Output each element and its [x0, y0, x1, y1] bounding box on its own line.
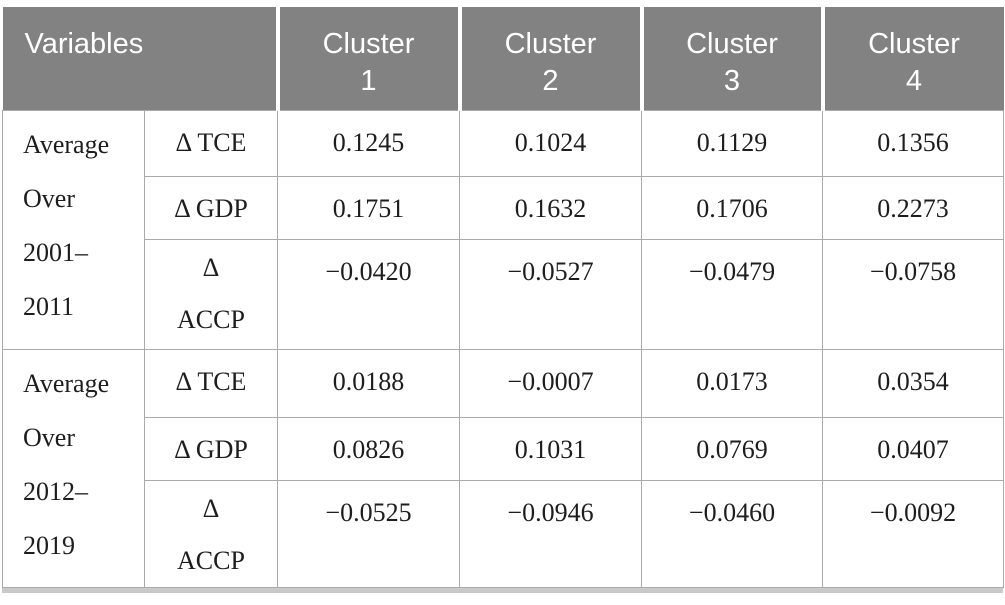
label-line: 2001– [23, 237, 88, 267]
table-row: Average Over 2012– 2019 Δ TCE 0.0188 −0.… [2, 348, 1004, 588]
header-line: 2 [542, 65, 559, 97]
table-row: Δ GDP 0.0826 0.1031 0.0769 0.0407 [3, 416, 1004, 481]
variable-cell: Δ ACCP [144, 238, 278, 350]
header-variables-label: Variables [24, 28, 144, 60]
table-row: Δ GDP 0.1751 0.1632 0.1706 0.2273 [3, 175, 1004, 240]
value-cell: −0.0758 [822, 238, 1004, 350]
header-line: Cluster [504, 28, 597, 60]
header-line: 4 [905, 65, 923, 97]
variable-label: Δ GDP [174, 434, 248, 464]
variable-label-line: Δ [202, 252, 220, 282]
value-cell: −0.0527 [459, 238, 642, 350]
group-label-cell-2012-2019: Average Over 2012– 2019 [2, 348, 145, 588]
value-cell: −0.0460 [641, 479, 823, 588]
value-cell: 0.2273 [822, 175, 1004, 240]
value-cell: 0.1632 [459, 175, 642, 240]
value-cell: 0.0769 [641, 416, 823, 481]
header-line: Cluster [686, 28, 778, 60]
header-row: Variables Cluster 1 Cluster 2 Cluster 3 [2, 7, 1004, 110]
table-row: Δ ACCP −0.0420 −0.0527 −0.0479 −0.0758 [3, 238, 1004, 350]
value-cell: 0.0188 [277, 348, 460, 418]
variable-cell: Δ TCE [144, 109, 278, 177]
table-row: Δ ACCP −0.0525 −0.0946 −0.0460 −0.0092 [3, 479, 1004, 588]
header-line: 1 [360, 65, 377, 97]
variable-label-line: Δ [202, 493, 220, 523]
table-row: Average Over 2001– 2011 Δ TCE 0.1245 0.1… [2, 109, 1004, 350]
value-cell: 0.1031 [459, 416, 642, 481]
variable-label-line: ACCP [177, 304, 245, 334]
value-cell: 0.0354 [822, 348, 1004, 418]
value-cell: 0.1356 [822, 109, 1004, 177]
variable-cell: Δ GDP [144, 175, 278, 240]
header-line: Cluster [322, 28, 415, 60]
value-cell: 0.1706 [641, 175, 823, 240]
label-line: 2012– [23, 476, 88, 506]
header-cluster-1: Cluster 1 [275, 7, 460, 110]
cluster-averages-table: Variables Cluster 1 Cluster 2 Cluster 3 [2, 7, 1004, 593]
value-cell: −0.0007 [459, 348, 642, 418]
value-cell: 0.1751 [277, 175, 460, 240]
label-line: Average [23, 129, 110, 159]
value-cell: −0.0092 [822, 479, 1004, 588]
variable-cell: Δ GDP [144, 416, 278, 481]
label-line: 2011 [23, 291, 75, 321]
header-cluster-2: Cluster 2 [457, 7, 642, 110]
variable-label: Δ GDP [174, 193, 248, 223]
value-cell: −0.0525 [277, 479, 460, 588]
header-variables: Variables [2, 7, 278, 110]
table-bottom-rule [2, 587, 1003, 593]
value-cell: −0.0479 [641, 238, 823, 350]
data-table: Variables Cluster 1 Cluster 2 Cluster 3 [2, 7, 1004, 588]
header-cluster-3: Cluster 3 [639, 7, 823, 110]
header-line: Cluster [868, 28, 960, 60]
header-line: 3 [723, 65, 741, 97]
value-cell: 0.1245 [277, 109, 460, 177]
variable-label-line: ACCP [177, 545, 245, 575]
label-line: 2019 [23, 530, 75, 560]
variable-cell: Δ ACCP [144, 479, 278, 588]
variable-cell: Δ TCE [144, 348, 278, 418]
value-cell: −0.0946 [459, 479, 642, 588]
value-cell: 0.0826 [277, 416, 460, 481]
label-line: Average [23, 368, 110, 398]
value-cell: 0.1129 [641, 109, 823, 177]
value-cell: 0.0407 [822, 416, 1004, 481]
header-cluster-4: Cluster 4 [820, 7, 1004, 110]
variable-label: Δ TCE [175, 366, 247, 396]
label-line: Over [23, 422, 75, 452]
label-line: Over [23, 183, 75, 213]
value-cell: −0.0420 [277, 238, 460, 350]
group-label-cell-2001-2011: Average Over 2001– 2011 [2, 109, 145, 350]
value-cell: 0.0173 [641, 348, 823, 418]
value-cell: 0.1024 [459, 109, 642, 177]
variable-label: Δ TCE [175, 127, 247, 157]
